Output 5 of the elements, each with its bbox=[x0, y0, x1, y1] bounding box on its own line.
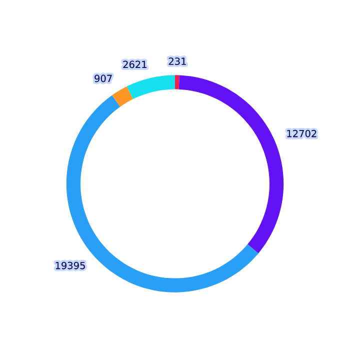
data-label: 19395 bbox=[56, 262, 85, 270]
data-label: 907 bbox=[94, 74, 112, 82]
data-label: 2621 bbox=[123, 60, 146, 68]
data-label: 231 bbox=[168, 58, 186, 65]
data-label: 12702 bbox=[287, 130, 316, 138]
